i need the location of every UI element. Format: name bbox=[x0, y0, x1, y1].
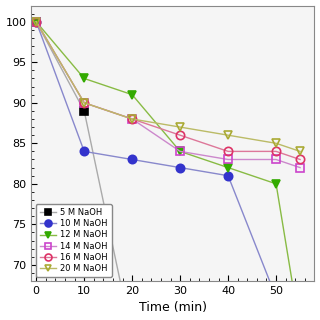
20 M NaOH bbox=[274, 141, 278, 145]
16 M NaOH bbox=[226, 149, 230, 153]
10 M NaOH bbox=[226, 174, 230, 178]
14 M NaOH bbox=[274, 157, 278, 161]
Line: 16 M NaOH: 16 M NaOH bbox=[32, 18, 304, 164]
10 M NaOH bbox=[178, 166, 182, 170]
16 M NaOH bbox=[130, 117, 134, 121]
X-axis label: Time (min): Time (min) bbox=[139, 301, 207, 315]
10 M NaOH bbox=[82, 149, 86, 153]
14 M NaOH bbox=[226, 157, 230, 161]
12 M NaOH bbox=[274, 182, 278, 186]
5 M NaOH bbox=[82, 109, 86, 113]
Line: 5 M NaOH: 5 M NaOH bbox=[32, 18, 304, 320]
20 M NaOH bbox=[34, 20, 38, 24]
10 M NaOH bbox=[274, 295, 278, 299]
20 M NaOH bbox=[226, 133, 230, 137]
12 M NaOH bbox=[226, 166, 230, 170]
Line: 10 M NaOH: 10 M NaOH bbox=[32, 18, 304, 320]
12 M NaOH bbox=[178, 149, 182, 153]
16 M NaOH bbox=[82, 101, 86, 105]
14 M NaOH bbox=[82, 101, 86, 105]
10 M NaOH bbox=[34, 20, 38, 24]
16 M NaOH bbox=[178, 133, 182, 137]
10 M NaOH bbox=[130, 157, 134, 161]
12 M NaOH bbox=[130, 93, 134, 97]
20 M NaOH bbox=[178, 125, 182, 129]
Line: 12 M NaOH: 12 M NaOH bbox=[32, 18, 304, 320]
20 M NaOH bbox=[298, 149, 302, 153]
16 M NaOH bbox=[34, 20, 38, 24]
12 M NaOH bbox=[82, 76, 86, 80]
Line: 20 M NaOH: 20 M NaOH bbox=[32, 18, 304, 156]
12 M NaOH bbox=[34, 20, 38, 24]
Legend: 5 M NaOH, 10 M NaOH, 12 M NaOH, 14 M NaOH, 16 M NaOH, 20 M NaOH: 5 M NaOH, 10 M NaOH, 12 M NaOH, 14 M NaO… bbox=[36, 204, 112, 277]
14 M NaOH bbox=[34, 20, 38, 24]
14 M NaOH bbox=[178, 149, 182, 153]
20 M NaOH bbox=[130, 117, 134, 121]
14 M NaOH bbox=[130, 117, 134, 121]
16 M NaOH bbox=[274, 149, 278, 153]
16 M NaOH bbox=[298, 157, 302, 161]
14 M NaOH bbox=[298, 166, 302, 170]
5 M NaOH bbox=[34, 20, 38, 24]
20 M NaOH bbox=[82, 101, 86, 105]
Line: 14 M NaOH: 14 M NaOH bbox=[32, 18, 304, 172]
